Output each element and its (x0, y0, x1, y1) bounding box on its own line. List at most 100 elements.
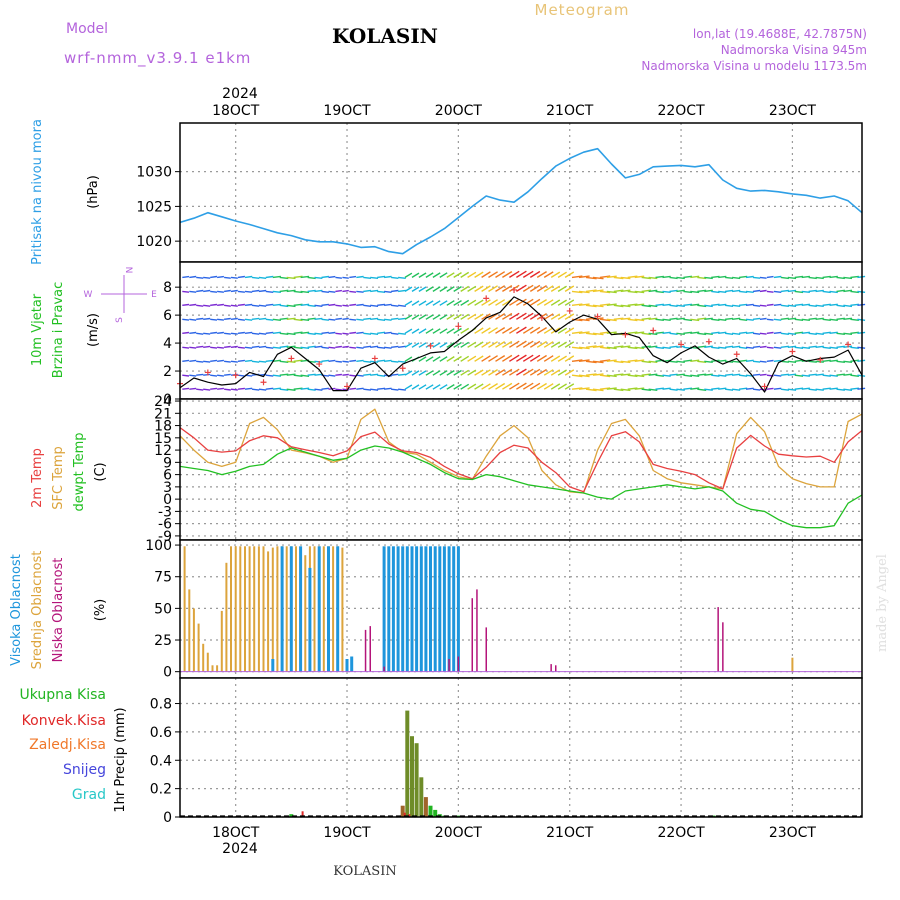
wind-vector (585, 345, 597, 348)
y-tick-label: 21 (154, 406, 172, 422)
wind-vector (697, 332, 707, 336)
wind-vector (217, 275, 224, 279)
wind-vector (460, 341, 470, 348)
wind-vector (404, 300, 413, 306)
wind-vector (529, 298, 541, 306)
compass-e-label: E (151, 290, 157, 300)
wind-vector (718, 275, 727, 279)
wind-vector (592, 360, 604, 364)
wind-vector (314, 388, 323, 391)
wind-vector (432, 328, 441, 334)
high-cloud-bar (438, 546, 442, 672)
wind-vector (725, 345, 734, 348)
gust-marker (316, 361, 323, 368)
wind-vector (745, 359, 754, 362)
wind-vector (481, 369, 491, 376)
wind-vector (759, 332, 767, 335)
wind-vector (634, 359, 645, 362)
wind-vector (217, 318, 224, 321)
wind-vector (704, 304, 713, 308)
wind-vector (356, 346, 364, 349)
wind-vector (641, 289, 651, 293)
wind-vector (711, 387, 720, 390)
wind-vector (641, 304, 651, 308)
wind-vector (752, 388, 761, 391)
wind-vector (460, 299, 470, 306)
wind-vector (634, 318, 645, 322)
wind-vector (697, 276, 707, 280)
wind-vector (307, 289, 316, 293)
wind-vector (349, 346, 357, 349)
wind-vector (780, 388, 789, 391)
wind-vector (293, 359, 303, 362)
wind-vector (237, 346, 245, 349)
wind-vector (210, 318, 218, 321)
wind-vector (787, 332, 797, 335)
wind-vector (648, 304, 658, 308)
total-rain-bar (289, 814, 294, 817)
wind-vector (328, 331, 336, 334)
wind-vector (446, 300, 455, 306)
wind-vector (787, 289, 797, 293)
wind-vector (328, 275, 336, 279)
wind-vector (571, 374, 583, 378)
wind-vector (655, 374, 664, 377)
wind-vector (808, 388, 817, 391)
wind-vector (196, 276, 204, 279)
wind-vector (398, 289, 406, 293)
wind-vector (697, 373, 707, 376)
wind-vector (328, 374, 336, 377)
y-tick-label: 8 (163, 280, 172, 296)
wind-vector (279, 332, 289, 335)
wind-vector (453, 272, 462, 278)
wind-vector (189, 359, 197, 362)
wind-vector (182, 318, 190, 321)
wind-vector (196, 360, 204, 363)
convective-rain-bar (403, 812, 406, 817)
wind-vector (669, 360, 678, 363)
wind-vector (829, 275, 838, 279)
wind-vector (363, 345, 372, 348)
cloud-ylabel-low: Niska Oblacnost (51, 558, 66, 663)
wind-vector (801, 303, 810, 306)
wind-vector (272, 331, 281, 334)
mid-cloud-bar (257, 546, 260, 672)
wind-vector (592, 332, 604, 336)
wind-vector (467, 313, 477, 320)
wind-vector (794, 346, 804, 349)
wind-vector (648, 360, 658, 363)
wind-vector (822, 374, 831, 377)
wind-vector (676, 388, 685, 391)
wind-vector (683, 374, 693, 377)
wind-vector (272, 303, 281, 306)
wind-vector (745, 387, 754, 390)
wind-vector (766, 359, 774, 362)
wind-vector (411, 272, 420, 278)
wind-vector (196, 373, 204, 376)
wind-vector (543, 355, 554, 362)
wind-vector (627, 303, 638, 306)
wind-vector (467, 369, 477, 376)
wind-vector (356, 387, 364, 390)
wind-vector (300, 387, 310, 390)
mid-cloud-bar (322, 546, 325, 672)
wind-vector (425, 328, 434, 334)
wind-vector (613, 304, 624, 308)
wind-vector (613, 388, 624, 392)
wind-vector (321, 346, 329, 349)
wind-vector (543, 299, 554, 306)
bottom-x-tick-label: 19OCT (323, 825, 371, 841)
wind-vector (210, 346, 218, 349)
wind-vector (481, 383, 491, 390)
y-tick-label: 15 (154, 431, 172, 447)
wind-vector (787, 345, 797, 348)
wind-vector (725, 289, 734, 293)
wind-vector (391, 388, 399, 391)
compass-rose: N W E S (84, 267, 158, 323)
wind-vector (718, 359, 727, 362)
wind-vector (391, 332, 399, 335)
wind-vector (370, 388, 379, 391)
high-cloud-bar (271, 659, 275, 672)
wind-vector (564, 341, 575, 348)
wind-vector (279, 289, 289, 293)
